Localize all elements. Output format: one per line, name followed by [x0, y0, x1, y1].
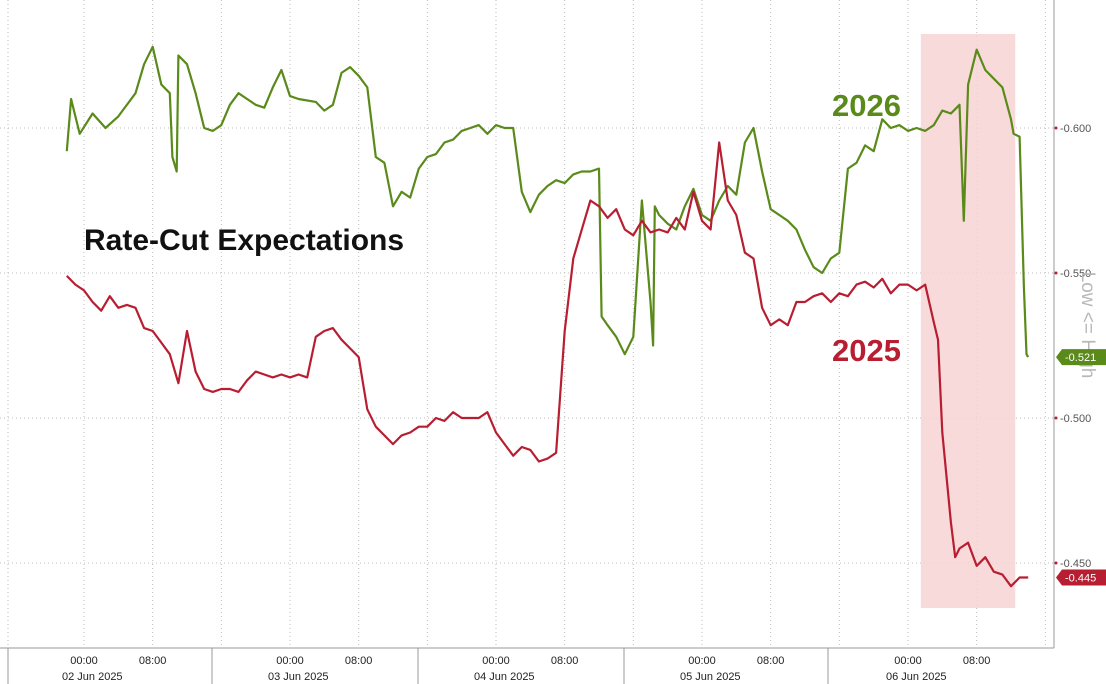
x-time-tick-label: 00:00 [482, 655, 510, 667]
series-lines [65, 45, 1030, 588]
last-value-2026: -0.521 [1065, 352, 1096, 364]
x-date-label: 06 Jun 2025 [886, 671, 947, 683]
x-date-label: 03 Jun 2025 [268, 671, 329, 683]
x-time-tick-label: 08:00 [345, 655, 373, 667]
series-line-2025 [66, 141, 1029, 588]
series-line-2026 [65, 45, 1030, 358]
y-tick-mark [1054, 126, 1058, 130]
y-tick-mark [1054, 271, 1058, 275]
x-time-tick-label: 08:00 [757, 655, 785, 667]
x-time-tick-label: 08:00 [551, 655, 579, 667]
x-date-label: 04 Jun 2025 [474, 671, 535, 683]
x-time-tick-label: 00:00 [894, 655, 922, 667]
last-value-tag-2026: -0.521 [1056, 349, 1106, 366]
y-tick-label: -0.450 [1060, 558, 1091, 570]
y-tick-label: -0.600 [1060, 123, 1091, 135]
last-value-tag-2025: -0.445 [1056, 569, 1106, 586]
x-time-tick-label: 08:00 [963, 655, 991, 667]
y-tick-label: -0.500 [1060, 413, 1091, 425]
x-date-label: 05 Jun 2025 [680, 671, 741, 683]
x-time-tick-label: 00:00 [276, 655, 304, 667]
y-axis: -0.600 -0.550 -0.500 -0.450 [1053, 0, 1091, 648]
y-tick-mark [1054, 416, 1058, 420]
x-time-tick-label: 00:00 [70, 655, 98, 667]
series-label-2025: 2025 [832, 333, 901, 368]
x-time-tick-label: 00:00 [688, 655, 716, 667]
x-axis: 00:00 08:00 02 Jun 2025 00:00 08:00 03 Jun 20… [0, 647, 1054, 684]
x-time-tick-label: 08:00 [139, 655, 167, 667]
y-tick-mark [1054, 561, 1058, 565]
chart-title: Rate-Cut Expectations [84, 224, 404, 257]
x-date-label: 02 Jun 2025 [62, 671, 123, 683]
series-label-2026: 2026 [832, 88, 901, 123]
highlight-region [920, 34, 1016, 608]
y-tick-label: -0.550 [1060, 268, 1091, 280]
last-value-2025: -0.445 [1065, 573, 1096, 585]
